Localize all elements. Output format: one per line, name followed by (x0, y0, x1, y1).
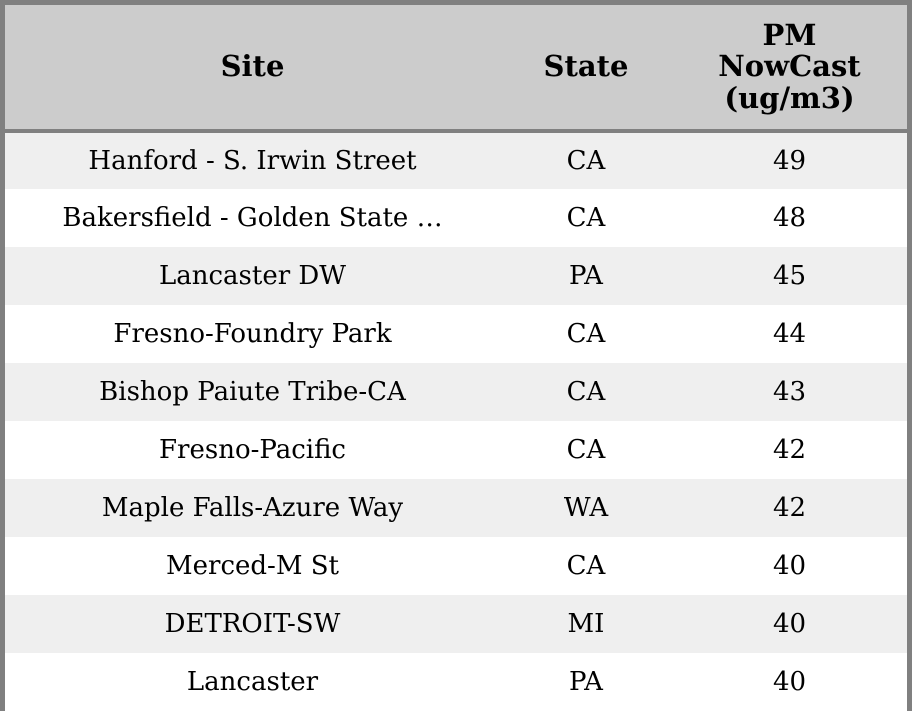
cell-site: Bishop Paiute Tribe-CA (99, 377, 406, 407)
cell-pm: 42 (772, 493, 807, 523)
cell-site: Fresno-Foundry Park (113, 319, 392, 349)
column-header-pm-nowcast-line1: PM (762, 18, 817, 53)
cell-pm: 40 (772, 551, 807, 581)
column-header-state: State (500, 5, 672, 133)
cell-state: CA (566, 146, 606, 176)
cell-site: DETROIT-SW (164, 609, 341, 639)
cell-pm: 40 (772, 667, 807, 697)
table-row: Fresno-Pacific CA 42 (5, 421, 907, 479)
column-header-pm-nowcast-line3: (ug/m3) (724, 80, 855, 115)
table-row: Fresno-Foundry Park CA 44 (5, 305, 907, 363)
table-row: Hanford - S. Irwin Street CA 49 (5, 131, 907, 189)
table-row: Lancaster PA 40 (5, 653, 907, 711)
table-header: Site State PM NowCast (ug/m3) (5, 5, 907, 133)
column-header-site-label: Site (220, 49, 285, 84)
cell-state: CA (566, 203, 606, 233)
table-row: DETROIT-SW MI 40 (5, 595, 907, 653)
cell-state: CA (566, 319, 606, 349)
cell-state: PA (569, 667, 603, 697)
column-header-pm-nowcast: PM NowCast (ug/m3) (672, 5, 907, 133)
cell-state: WA (563, 493, 609, 523)
column-header-pm-nowcast-line2: NowCast (718, 49, 861, 84)
cell-pm: 40 (772, 609, 807, 639)
cell-state: CA (566, 377, 606, 407)
cell-site: Lancaster DW (158, 261, 346, 291)
table-row: Maple Falls-Azure Way WA 42 (5, 479, 907, 537)
cell-state: CA (566, 435, 606, 465)
cell-pm: 49 (772, 146, 807, 176)
cell-site: Lancaster (186, 667, 319, 697)
cell-pm: 48 (772, 203, 807, 233)
cell-site: Merced-M St (166, 551, 339, 581)
cell-pm: 43 (772, 377, 807, 407)
table-body: Hanford - S. Irwin Street CA 49 Bakersfi… (5, 131, 907, 711)
cell-pm: 44 (772, 319, 807, 349)
column-header-state-label: State (543, 49, 629, 84)
cell-site: Maple Falls-Azure Way (101, 493, 404, 523)
cell-site: Hanford - S. Irwin Street (88, 146, 417, 176)
table-row: Bishop Paiute Tribe-CA CA 43 (5, 363, 907, 421)
cell-pm: 45 (772, 261, 807, 291)
table-row: Bakersfield - Golden State … CA 48 (5, 189, 907, 247)
pm-nowcast-table: Site State PM NowCast (ug/m3) Hanford - … (5, 5, 907, 711)
cell-site: Fresno-Pacific (159, 435, 346, 465)
cell-pm: 42 (772, 435, 807, 465)
table-header-row: Site State PM NowCast (ug/m3) (5, 5, 907, 133)
cell-state: PA (569, 261, 603, 291)
cell-state: MI (567, 609, 605, 639)
cell-state: CA (566, 551, 606, 581)
column-header-site: Site (5, 5, 500, 133)
table-row: Merced-M St CA 40 (5, 537, 907, 595)
table-row: Lancaster DW PA 45 (5, 247, 907, 305)
cell-site: Bakersfield - Golden State … (62, 203, 443, 233)
